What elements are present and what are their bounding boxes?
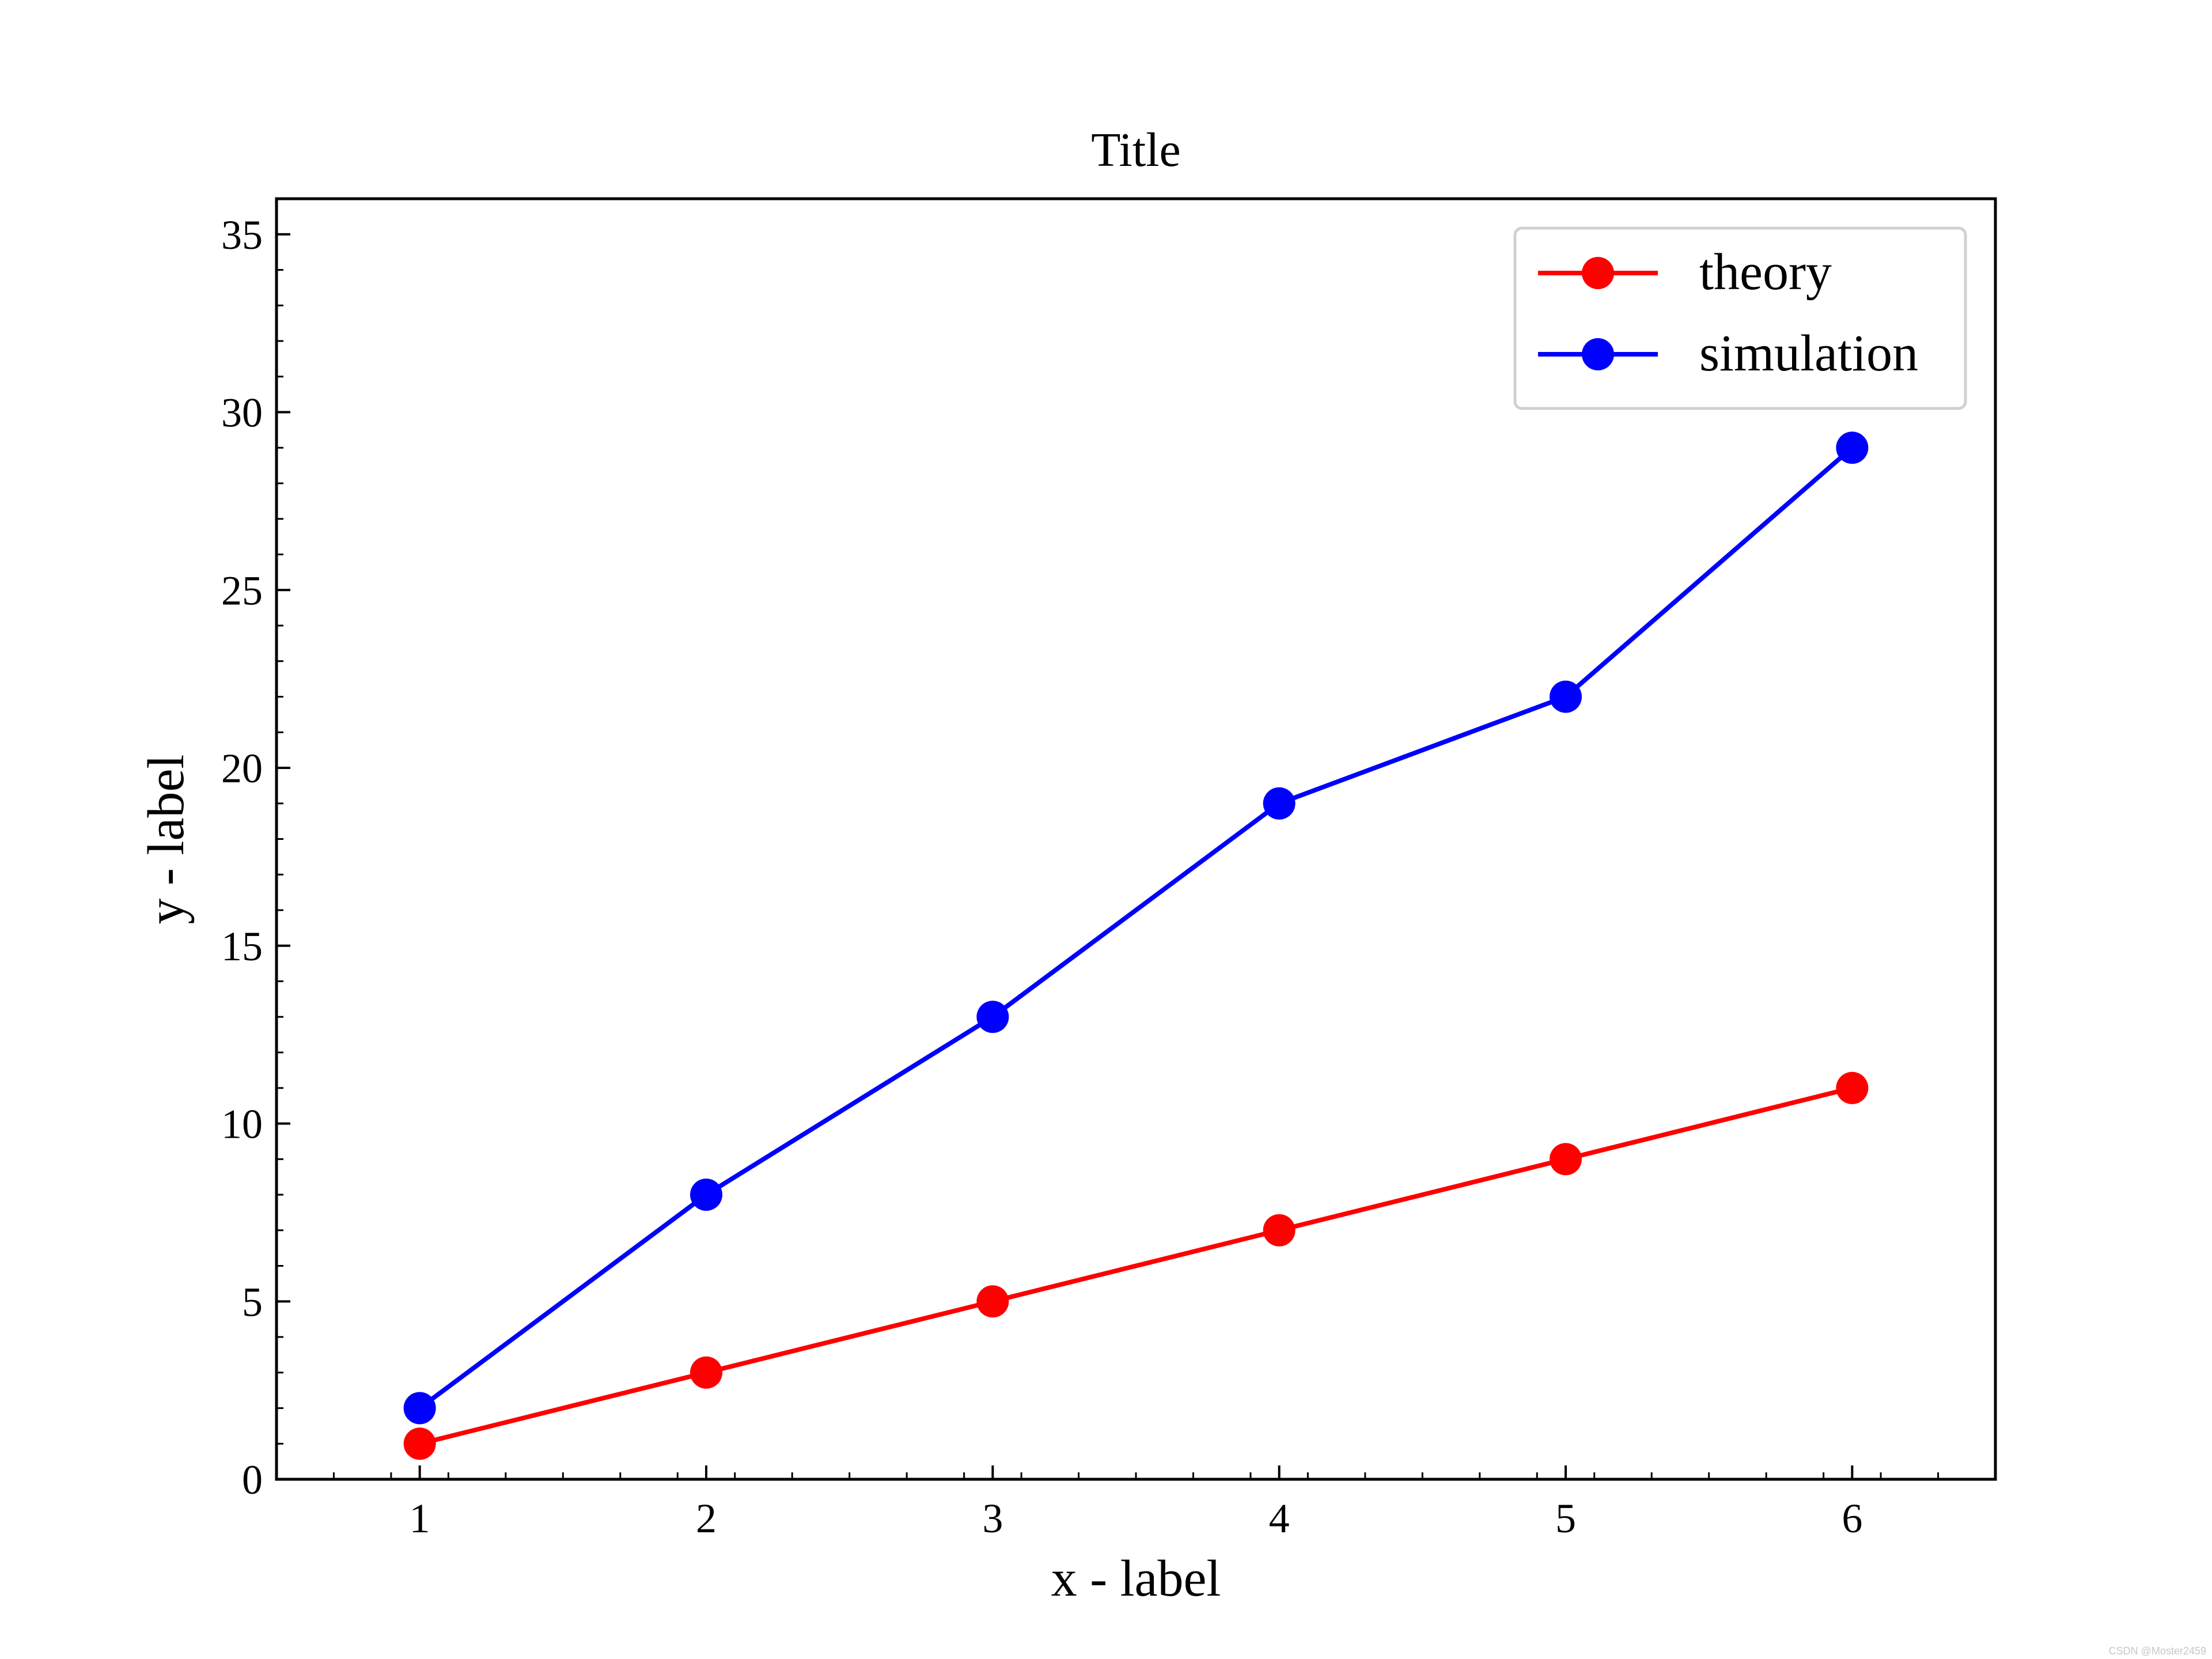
data-point (1263, 1214, 1296, 1247)
data-point (1836, 431, 1869, 464)
x-axis-label: x - label (1051, 1550, 1221, 1607)
data-point (403, 1392, 436, 1425)
data-point (403, 1427, 436, 1460)
series-layer (403, 431, 1869, 1460)
y-tick-label: 20 (221, 745, 263, 791)
y-tick-label: 30 (221, 390, 263, 436)
y-axis-label: y - label (138, 755, 195, 925)
legend-entry: simulation (1538, 325, 1918, 382)
x-tick-label: 5 (1555, 1495, 1576, 1541)
y-tick-labels: 0 5 10 15 20 25 30 35 (221, 212, 263, 1503)
data-point (976, 1001, 1009, 1033)
data-point (690, 1356, 722, 1389)
y-tick-label: 35 (221, 212, 263, 258)
x-tick-label: 2 (696, 1495, 717, 1541)
y-tick-label: 0 (242, 1457, 263, 1503)
y-tick-label: 10 (221, 1101, 263, 1147)
x-tick-label: 6 (1842, 1495, 1862, 1541)
legend-entry: theory (1538, 244, 1832, 301)
data-point (976, 1285, 1009, 1318)
data-point (690, 1179, 722, 1211)
series-line (419, 1085, 1853, 1446)
legend-marker (1582, 338, 1614, 370)
legend-label: simulation (1699, 325, 1918, 382)
data-point (1263, 787, 1296, 820)
watermark-text: CSDN @Moster2459 (2109, 1645, 2206, 1657)
data-point (1836, 1071, 1869, 1104)
major-ticks (276, 233, 1854, 1480)
data-point (1550, 680, 1582, 713)
series-line (418, 446, 1854, 1410)
legend: theory simulation (1513, 226, 1967, 410)
chart-title: Title (1091, 123, 1181, 177)
x-tick-label: 1 (410, 1495, 430, 1541)
x-tick-label: 4 (1269, 1495, 1290, 1541)
series-theory (403, 1071, 1869, 1460)
y-tick-label: 15 (221, 923, 263, 969)
legend-label: theory (1699, 244, 1832, 301)
plot-frame (275, 197, 1997, 1481)
x-tick-labels: 1 2 3 4 5 6 (410, 1495, 1863, 1541)
series-simulation (403, 431, 1869, 1425)
data-point (1550, 1143, 1582, 1176)
y-tick-label: 25 (221, 567, 263, 613)
x-tick-label: 3 (982, 1495, 1003, 1541)
y-tick-label: 5 (242, 1279, 263, 1325)
legend-marker (1582, 257, 1614, 289)
